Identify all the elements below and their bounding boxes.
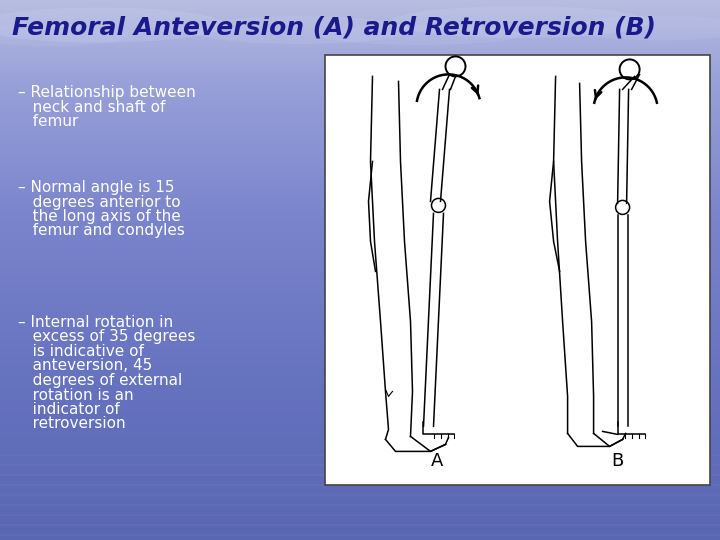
Ellipse shape: [570, 16, 720, 40]
Text: A: A: [431, 452, 443, 470]
Text: – Relationship between: – Relationship between: [18, 85, 196, 100]
Text: femur: femur: [18, 114, 78, 129]
Ellipse shape: [190, 16, 410, 44]
Text: femur and condyles: femur and condyles: [18, 224, 185, 239]
Text: degrees anterior to: degrees anterior to: [18, 194, 181, 210]
Text: Femoral Anteversion (A) and Retroversion (B): Femoral Anteversion (A) and Retroversion…: [12, 15, 656, 39]
Bar: [325, 55, 710, 485]
Text: neck and shaft of: neck and shaft of: [18, 99, 166, 114]
Text: indicator of: indicator of: [18, 402, 120, 417]
Ellipse shape: [0, 8, 225, 43]
Text: excess of 35 degrees: excess of 35 degrees: [18, 329, 195, 345]
Text: B: B: [611, 452, 624, 470]
Text: anteversion, 45: anteversion, 45: [18, 359, 152, 374]
Ellipse shape: [320, 25, 520, 45]
Text: – Normal angle is 15: – Normal angle is 15: [18, 180, 174, 195]
Text: – Internal rotation in: – Internal rotation in: [18, 315, 173, 330]
Ellipse shape: [0, 24, 130, 46]
Text: retroversion: retroversion: [18, 416, 125, 431]
Text: is indicative of: is indicative of: [18, 344, 144, 359]
Ellipse shape: [390, 6, 650, 38]
Text: degrees of external: degrees of external: [18, 373, 182, 388]
Text: the long axis of the: the long axis of the: [18, 209, 181, 224]
Text: rotation is an: rotation is an: [18, 388, 134, 402]
